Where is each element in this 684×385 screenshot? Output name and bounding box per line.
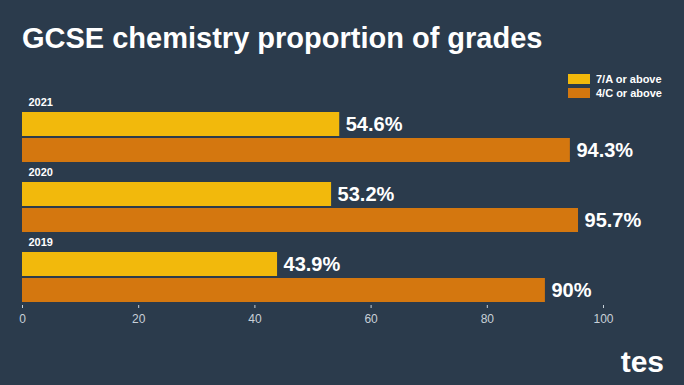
svg-text:2020: 2020 xyxy=(29,166,53,178)
svg-text:54.6%: 54.6% xyxy=(346,113,403,135)
svg-text:0: 0 xyxy=(19,312,26,326)
html-text:7/A or above: 7/A or above xyxy=(596,73,662,85)
svg-text:40: 40 xyxy=(248,312,262,326)
svg-text:2019: 2019 xyxy=(29,236,53,248)
svg-text:94.3%: 94.3% xyxy=(576,139,633,161)
svg-text:90%: 90% xyxy=(551,279,591,301)
html-text:4/C or above: 4/C or above xyxy=(596,87,662,99)
svg-text:43.9%: 43.9% xyxy=(284,253,341,275)
svg-text:80: 80 xyxy=(481,312,495,326)
svg-text:95.7%: 95.7% xyxy=(585,209,642,231)
svg-text:53.2%: 53.2% xyxy=(338,183,395,205)
svg-text:60: 60 xyxy=(364,312,378,326)
svg-text:2021: 2021 xyxy=(29,96,53,108)
svg-text:100: 100 xyxy=(593,312,613,326)
html-text:GCSE chemistry proportion of g: GCSE chemistry proportion of grades xyxy=(22,22,543,54)
html-text:tes: tes xyxy=(620,345,664,378)
svg-text:20: 20 xyxy=(132,312,146,326)
